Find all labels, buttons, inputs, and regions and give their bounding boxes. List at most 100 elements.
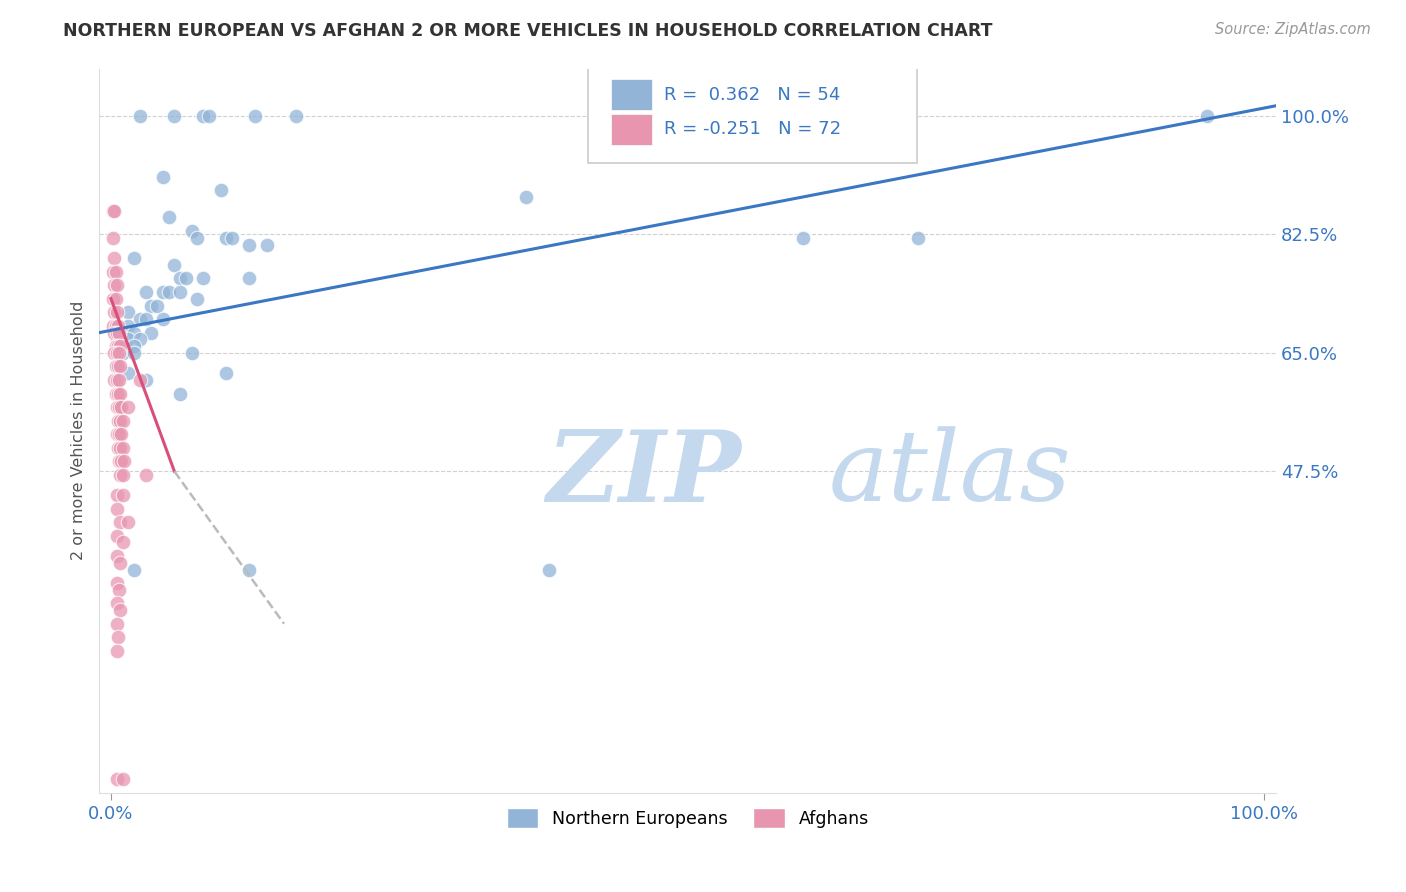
Point — [108, 400, 131, 414]
Point — [107, 386, 129, 401]
Point — [117, 515, 139, 529]
Point — [111, 346, 134, 360]
Point — [103, 305, 125, 319]
Point — [163, 258, 186, 272]
Point — [105, 596, 128, 610]
Point — [104, 339, 127, 353]
Point — [108, 414, 131, 428]
Point — [1195, 109, 1218, 123]
Point — [122, 563, 145, 577]
Point — [117, 400, 139, 414]
Point — [186, 292, 208, 306]
Point — [104, 359, 127, 374]
Point — [103, 203, 125, 218]
Point — [111, 535, 134, 549]
Point — [215, 366, 238, 380]
Point — [105, 373, 128, 387]
Point — [104, 292, 127, 306]
Point — [105, 346, 128, 360]
Point — [103, 326, 125, 340]
Text: Source: ZipAtlas.com: Source: ZipAtlas.com — [1215, 22, 1371, 37]
Point — [105, 278, 128, 293]
Point — [104, 265, 127, 279]
Point — [128, 373, 150, 387]
Point — [107, 630, 129, 644]
Point — [169, 271, 191, 285]
Point — [152, 312, 174, 326]
Point — [169, 386, 191, 401]
Legend: Northern Europeans, Afghans: Northern Europeans, Afghans — [499, 801, 876, 835]
Point — [105, 644, 128, 658]
Point — [105, 346, 128, 360]
Point — [108, 515, 131, 529]
Point — [135, 285, 157, 299]
Point — [108, 326, 131, 340]
Point — [108, 339, 131, 353]
Point — [105, 332, 128, 346]
Point — [141, 298, 163, 312]
Point — [103, 231, 125, 245]
Point — [193, 109, 215, 123]
Point — [792, 231, 814, 245]
Point — [105, 529, 128, 543]
Point — [108, 373, 131, 387]
Point — [198, 109, 221, 123]
Point — [117, 318, 139, 333]
Point — [157, 285, 180, 299]
Point — [105, 318, 128, 333]
Text: NORTHERN EUROPEAN VS AFGHAN 2 OR MORE VEHICLES IN HOUSEHOLD CORRELATION CHART: NORTHERN EUROPEAN VS AFGHAN 2 OR MORE VE… — [63, 22, 993, 40]
Point — [111, 772, 134, 787]
Point — [111, 467, 134, 482]
Point — [105, 616, 128, 631]
Y-axis label: 2 or more Vehicles in Household: 2 or more Vehicles in Household — [72, 301, 86, 560]
Point — [103, 346, 125, 360]
Text: ZIP: ZIP — [547, 426, 741, 523]
Point — [107, 359, 129, 374]
Point — [108, 346, 131, 360]
Point — [108, 603, 131, 617]
Point — [122, 326, 145, 340]
Point — [157, 211, 180, 225]
Point — [135, 373, 157, 387]
Point — [122, 251, 145, 265]
Point — [105, 501, 128, 516]
Point — [163, 109, 186, 123]
Point — [107, 339, 129, 353]
Point — [169, 285, 191, 299]
Point — [108, 582, 131, 597]
Point — [193, 271, 215, 285]
FancyBboxPatch shape — [588, 62, 917, 162]
Point — [108, 467, 131, 482]
Text: R =  0.362   N = 54: R = 0.362 N = 54 — [664, 86, 841, 103]
Point — [107, 318, 129, 333]
Point — [107, 441, 129, 455]
Point — [111, 414, 134, 428]
Point — [108, 454, 131, 468]
Point — [105, 576, 128, 591]
Point — [256, 237, 278, 252]
Point — [107, 414, 129, 428]
Point — [141, 326, 163, 340]
Point — [111, 441, 134, 455]
Point — [108, 386, 131, 401]
Point — [238, 271, 260, 285]
Point — [128, 109, 150, 123]
Point — [103, 251, 125, 265]
Point — [108, 359, 131, 374]
Point — [128, 312, 150, 326]
Point — [215, 231, 238, 245]
Point — [122, 346, 145, 360]
Point — [152, 285, 174, 299]
Point — [103, 292, 125, 306]
Point — [103, 373, 125, 387]
Text: R = -0.251   N = 72: R = -0.251 N = 72 — [664, 120, 841, 138]
Point — [103, 265, 125, 279]
Point — [128, 332, 150, 346]
Point — [105, 305, 128, 319]
Point — [108, 441, 131, 455]
Point — [538, 563, 561, 577]
Point — [105, 549, 128, 563]
Point — [221, 231, 243, 245]
Point — [515, 190, 537, 204]
Point — [180, 346, 202, 360]
